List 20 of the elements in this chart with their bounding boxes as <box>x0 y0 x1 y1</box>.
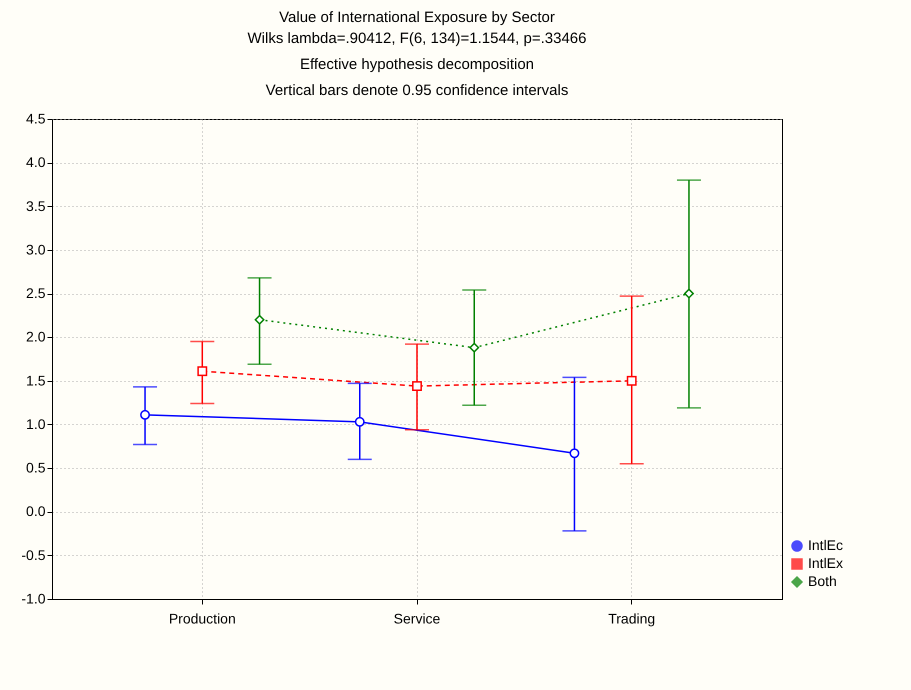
y-tick-label: -1.0 <box>21 590 46 606</box>
y-tick-label: 3.0 <box>26 241 46 258</box>
y-tick-label: 0.5 <box>26 460 46 476</box>
y-tick-label: 1.5 <box>26 372 46 388</box>
chart-subtitle: Wilks lambda=.90412, F(6, 134)=1.1544, p=.33466 Effective hypothesis decomposition Vertical bars denote 0.95 confidence intervals <box>248 30 586 99</box>
y-tick-label: 4.0 <box>26 154 46 170</box>
y-tick-label: 4.5 <box>26 110 46 126</box>
legend-label: IntlEx <box>808 555 844 571</box>
x-tick-label: Service <box>394 610 441 626</box>
legend-label: IntlEc <box>808 537 844 553</box>
legend-label: Both <box>808 573 837 589</box>
y-tick-label: -0.5 <box>21 546 46 563</box>
chart-title: Value of International Exposure by Sector <box>279 9 555 26</box>
y-tick-label: 3.5 <box>26 198 46 214</box>
y-tick-label: 2.0 <box>26 328 46 345</box>
y-tick-label: 2.5 <box>26 285 46 302</box>
y-tick-label: 1.0 <box>26 416 46 432</box>
y-tick-label: 0.0 <box>26 503 46 520</box>
x-tick-label: Production <box>168 610 236 626</box>
x-tick-label: Trading <box>608 610 656 626</box>
